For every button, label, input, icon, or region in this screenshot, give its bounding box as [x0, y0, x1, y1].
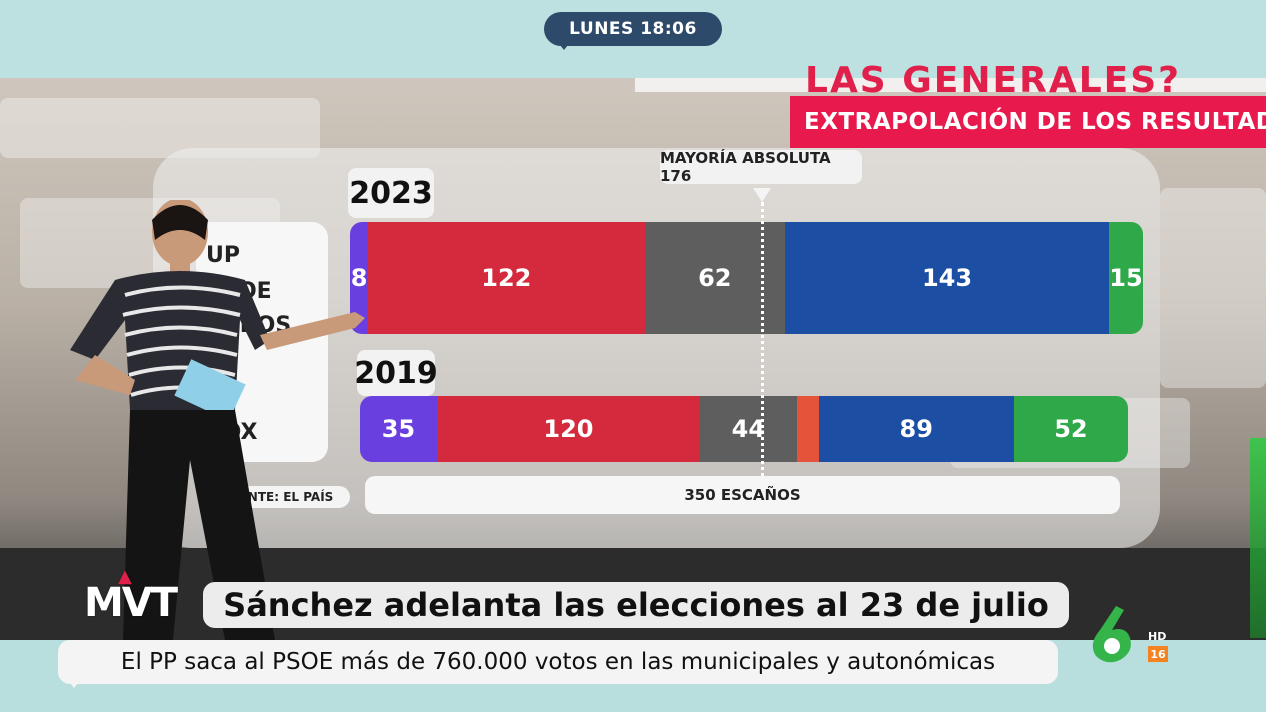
mvt-logo: ▲ MVT [84, 566, 178, 626]
green-led-edge [1250, 438, 1266, 638]
majority-line [761, 202, 764, 484]
year-2023-text: 2023 [349, 175, 433, 211]
ticker-tail [66, 678, 82, 688]
headline-text: Sánchez adelanta las elecciones al 23 de… [223, 586, 1049, 624]
seat-segment-value: 89 [899, 415, 933, 443]
seat-segment-2023-3: 143 [785, 222, 1109, 334]
clock-text: LUNES 18:06 [569, 19, 697, 39]
mvt-logo-text: MVT [84, 580, 178, 626]
year-2019-text: 2019 [354, 355, 438, 391]
seat-segment-value: 44 [731, 415, 766, 443]
age-rating-badge: 16 [1148, 646, 1168, 662]
total-seats-label: 350 ESCAÑOS [365, 476, 1120, 514]
graphic-title-strip: LAS GENERALES? [635, 60, 1266, 101]
presenter-top-pattern [122, 285, 241, 397]
seat-segment-value: 143 [921, 264, 973, 292]
presenter-left-arm [75, 355, 135, 395]
age-rating-text: 16 [1150, 647, 1166, 661]
seat-segment-value: 62 [698, 264, 732, 292]
news-ticker: El PP saca al PSOE más de 760.000 votos … [58, 640, 1058, 684]
seat-segment-2019-4: 89 [818, 396, 1014, 462]
background-blur-shape [1160, 188, 1266, 388]
seat-segment-2019-3 [796, 396, 819, 462]
seat-segment-value: 122 [481, 264, 532, 292]
total-seats-text: 350 ESCAÑOS [684, 486, 801, 504]
legend-item-up: UP [206, 243, 240, 268]
seat-segment-2023-1: 122 [368, 222, 645, 334]
seat-segment-2019-5: 52 [1013, 396, 1128, 462]
seat-segment-2019-1: 120 [436, 396, 701, 462]
year-label-2019: 2019 [354, 350, 438, 396]
graphic-subtitle-text: EXTRAPOLACIÓN DE LOS RESULTADOS [804, 109, 1266, 135]
graphic-subtitle: EXTRAPOLACIÓN DE LOS RESULTADOS [790, 96, 1266, 148]
channel-6-logo-icon [1092, 606, 1131, 663]
seat-segment-value: 52 [1054, 415, 1088, 443]
seat-bar-2023: 8 122 62 143 15 [350, 222, 1143, 334]
headline-banner: Sánchez adelanta las elecciones al 23 de… [203, 582, 1069, 628]
ticker-text: El PP saca al PSOE más de 760.000 votos … [120, 649, 996, 675]
presenter-hair [152, 205, 208, 240]
seat-segment-2019-2: 44 [700, 396, 797, 462]
seat-segment-2019-0: 35 [360, 396, 437, 462]
seat-bar-2019: 35 120 44 89 52 [360, 396, 1128, 462]
clock-bubble-tail [556, 40, 572, 50]
majority-arrow [753, 188, 771, 202]
hd-badge: HD [1148, 630, 1167, 643]
seat-segment-value: 120 [543, 415, 594, 443]
seat-segment-value: 8 [350, 264, 368, 292]
majority-label: MAYORÍA ABSOLUTA 176 [660, 149, 862, 185]
presenter-card [174, 359, 246, 421]
presenter-arm [260, 312, 365, 350]
seat-segment-value: 35 [381, 415, 416, 443]
clock-bubble: LUNES 18:06 [544, 12, 722, 46]
seat-segment-2023-4: 15 [1108, 222, 1143, 334]
seat-segment-value: 15 [1109, 264, 1143, 292]
presenter-figure [70, 200, 365, 640]
seat-segment-2023-0: 8 [350, 222, 369, 334]
year-label-2023: 2023 [348, 168, 434, 218]
graphic-title: LAS GENERALES? [805, 60, 1182, 101]
logo-spark-icon: ▲ [118, 566, 132, 587]
majority-text: MAYORÍA ABSOLUTA 176 [660, 149, 831, 185]
